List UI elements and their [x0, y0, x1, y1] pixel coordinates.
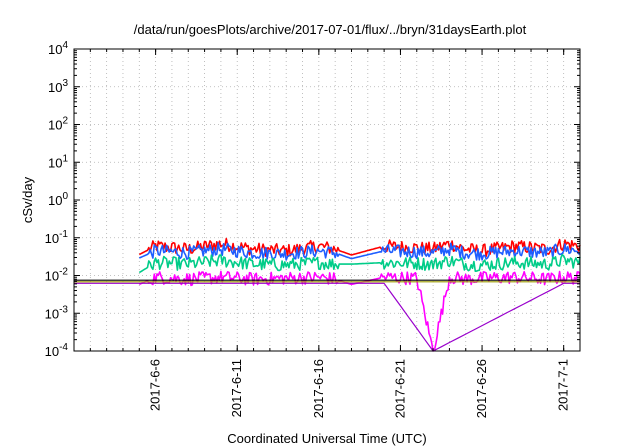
y-tick-label: 100	[48, 191, 68, 208]
x-axis-label: Coordinated Universal Time (UTC)	[227, 431, 426, 446]
x-tick-label: 2017-6-6	[148, 359, 163, 411]
y-tick-label: 102	[48, 116, 68, 133]
x-tick-label: 2017-6-26	[474, 359, 489, 418]
x-tick-label: 2017-6-16	[311, 359, 326, 418]
y-tick-label: 10-4	[45, 342, 69, 359]
series-line	[74, 282, 580, 352]
y-tick-label: 104	[48, 40, 68, 57]
x-tick-label: 2017-7-1	[556, 359, 571, 411]
y-tick-label: 10-3	[45, 304, 69, 321]
y-tick-label: 101	[48, 153, 68, 170]
series-line	[138, 242, 581, 261]
y-tick-label: 10-1	[45, 229, 69, 246]
grid-lines	[74, 48, 580, 352]
x-tick-label: 2017-6-11	[229, 359, 244, 417]
series-line	[138, 237, 581, 258]
chart-title: /data/run/goesPlots/archive/2017-07-01/f…	[134, 22, 527, 37]
y-tick-label: 103	[48, 78, 68, 95]
axes-layer: 10-4 10-3 10-2 10-1 100 101 102 103 104 2017-6-6 2…	[45, 40, 580, 418]
series-line	[138, 270, 581, 352]
y-axis-label: cSv/day	[20, 176, 35, 223]
y-tick-label: 10-2	[45, 267, 69, 284]
series-layer	[74, 237, 581, 352]
series-line	[138, 253, 581, 274]
x-tick-label: 2017-6-21	[392, 359, 407, 418]
